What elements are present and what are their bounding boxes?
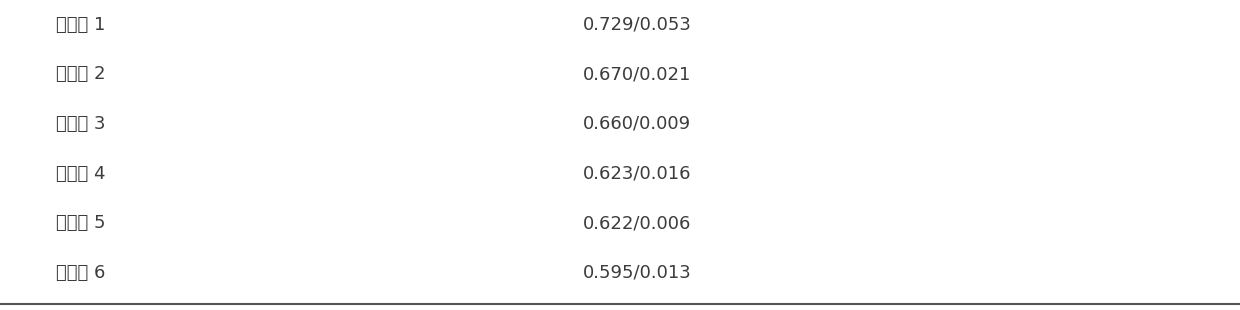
Text: 0.670/0.021: 0.670/0.021 xyxy=(583,65,691,83)
Text: 实施例 3: 实施例 3 xyxy=(56,115,105,133)
Text: 0.729/0.053: 0.729/0.053 xyxy=(583,16,692,34)
Text: 实施例 2: 实施例 2 xyxy=(56,65,105,83)
Text: 0.660/0.009: 0.660/0.009 xyxy=(583,115,691,133)
Text: 实施例 6: 实施例 6 xyxy=(56,264,105,282)
Text: 0.595/0.013: 0.595/0.013 xyxy=(583,264,692,282)
Text: 实施例 4: 实施例 4 xyxy=(56,165,105,183)
Text: 实施例 5: 实施例 5 xyxy=(56,214,105,232)
Text: 0.623/0.016: 0.623/0.016 xyxy=(583,165,692,183)
Text: 实施例 1: 实施例 1 xyxy=(56,16,105,34)
Text: 0.622/0.006: 0.622/0.006 xyxy=(583,214,691,232)
